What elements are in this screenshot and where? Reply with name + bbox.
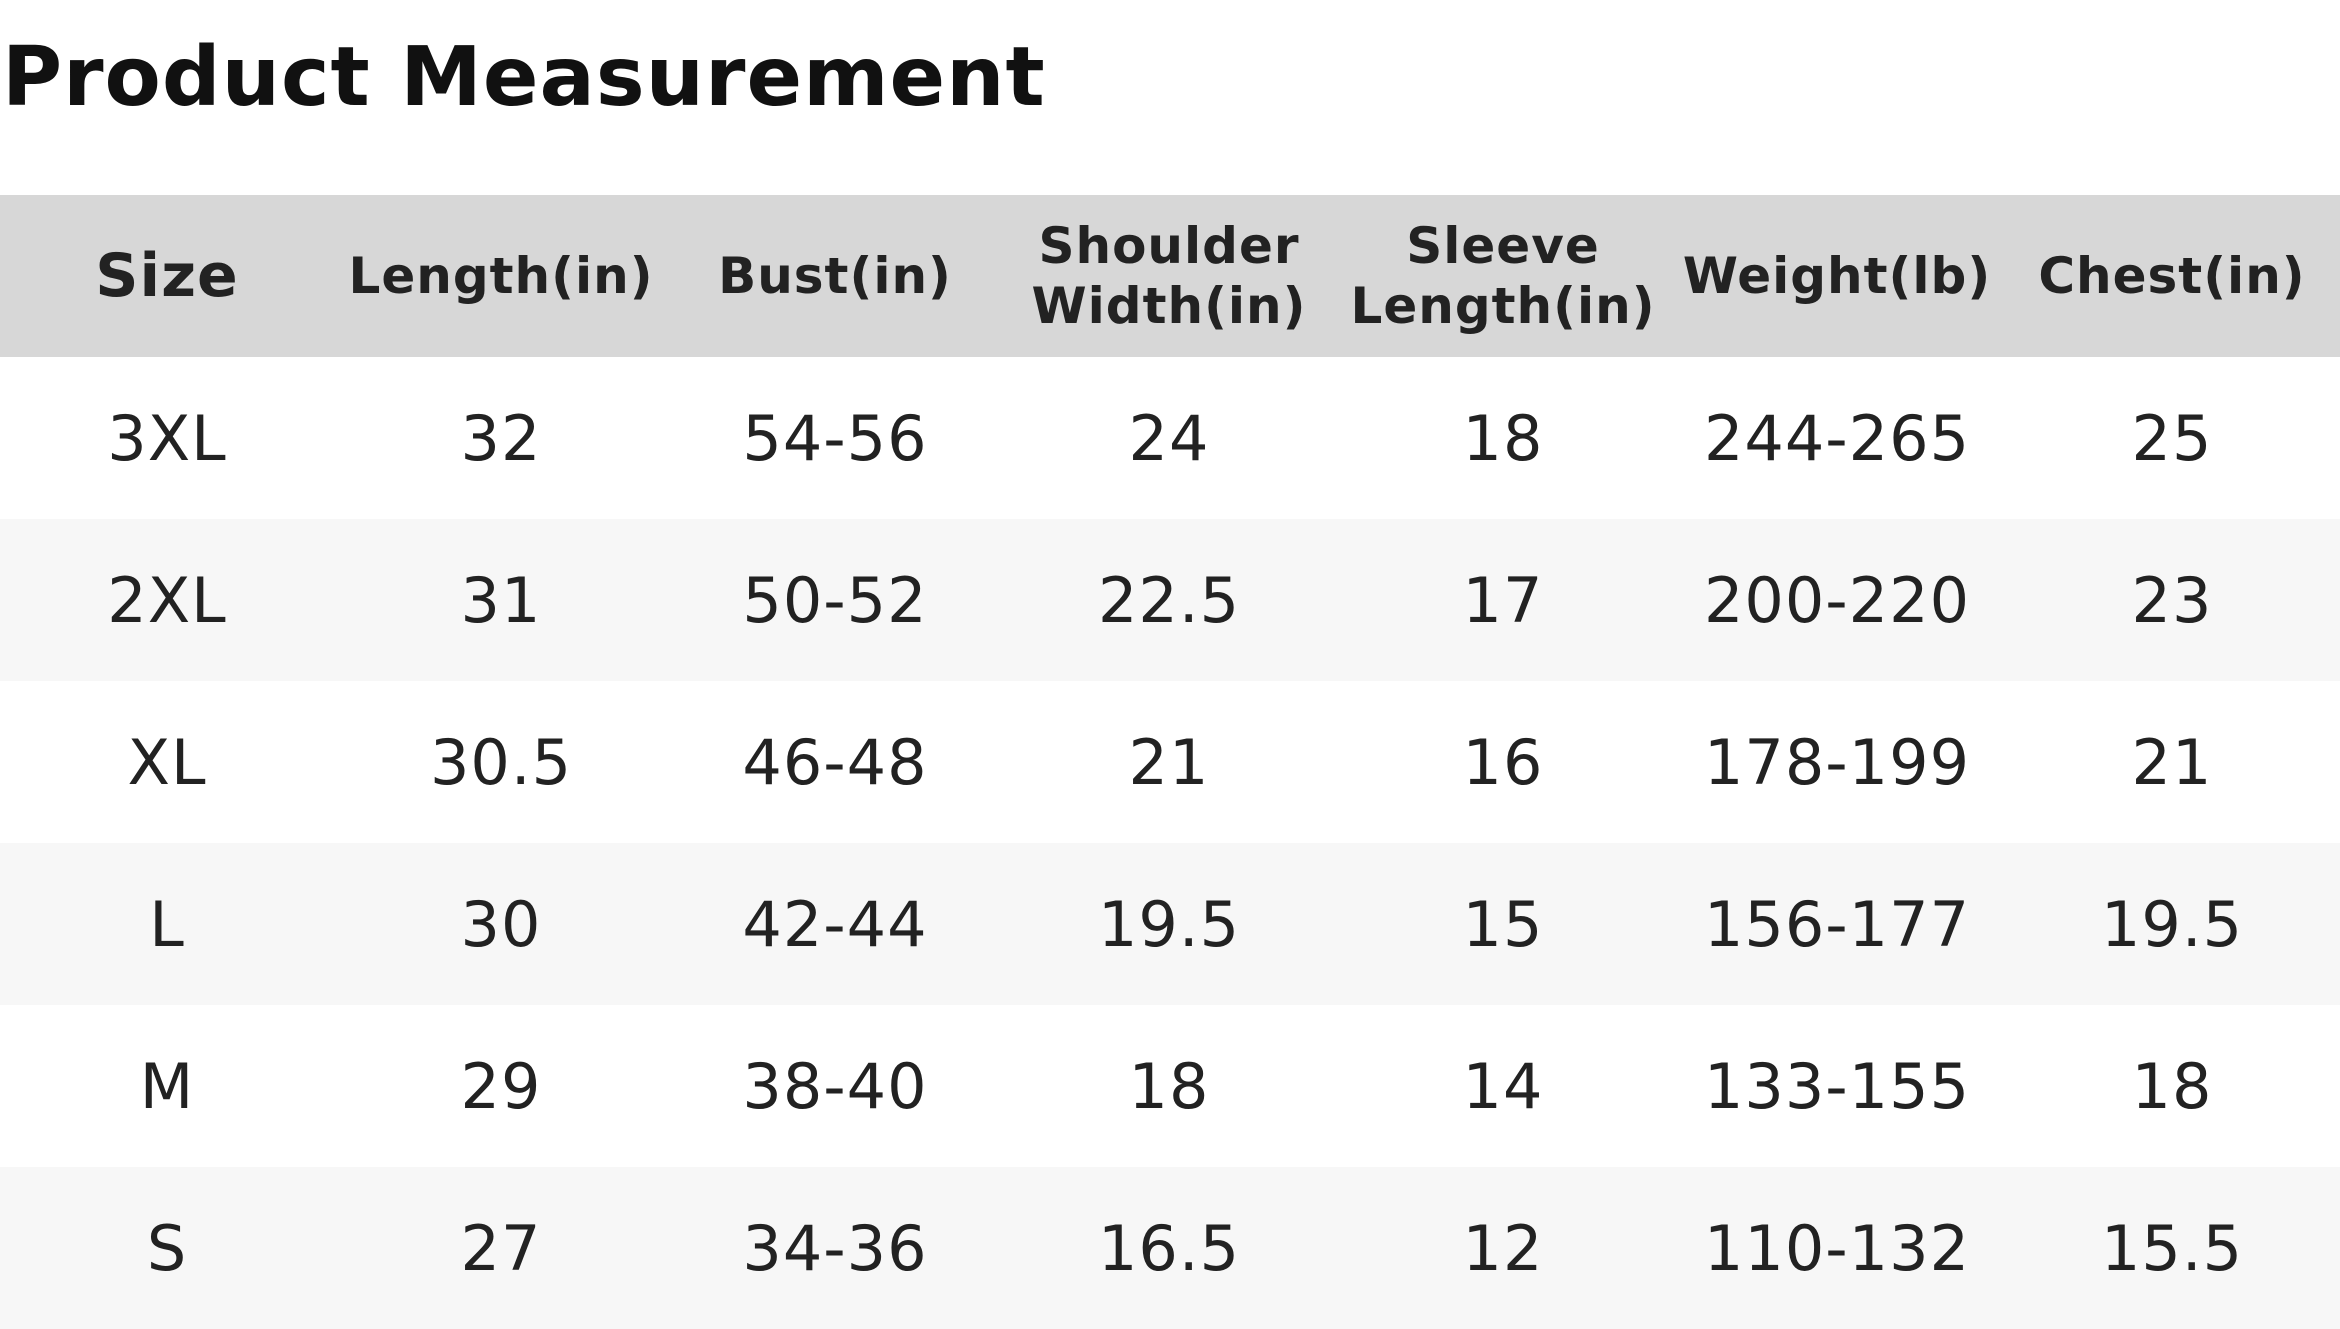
cell-chest: 15.5: [2100, 1211, 2244, 1285]
table-row: XL 30.5 46-48 21 16 178-199 21: [0, 681, 2340, 843]
cell-shoulder-width: 21: [1128, 725, 1210, 799]
cell-sleeve-length: 12: [1462, 1211, 1544, 1285]
cell-chest: 18: [2131, 1049, 2213, 1123]
cell-weight: 133-155: [1703, 1049, 1971, 1123]
cell-size: M: [139, 1049, 195, 1123]
table-row: M 29 38-40 18 14 133-155 18: [0, 1005, 2340, 1167]
cell-shoulder-width: 18: [1128, 1049, 1210, 1123]
cell-bust: 42-44: [742, 887, 928, 961]
cell-chest: 19.5: [2100, 887, 2244, 961]
cell-bust: 50-52: [742, 563, 928, 637]
cell-shoulder-width: 16.5: [1097, 1211, 1241, 1285]
cell-sleeve-length: 18: [1462, 401, 1544, 475]
page-title: Product Measurement: [2, 30, 1046, 125]
cell-bust: 54-56: [742, 401, 928, 475]
cell-weight: 156-177: [1703, 887, 1971, 961]
cell-length: 30: [460, 887, 542, 961]
cell-weight: 200-220: [1703, 563, 1971, 637]
size-chart-table: Size Length(in) Bust(in) Shoulder Width(i…: [0, 195, 2340, 1329]
cell-size: XL: [127, 725, 207, 799]
cell-bust: 46-48: [742, 725, 928, 799]
cell-sleeve-length: 17: [1462, 563, 1544, 637]
cell-weight: 244-265: [1703, 401, 1971, 475]
column-header-size: Size: [95, 241, 239, 311]
cell-length: 31: [460, 563, 542, 637]
table-row: L 30 42-44 19.5 15 156-177 19.5: [0, 843, 2340, 1005]
cell-chest: 23: [2131, 563, 2213, 637]
column-header-chest: Chest(in): [2038, 247, 2306, 305]
column-header-length: Length(in): [348, 247, 654, 305]
cell-size: 2XL: [107, 563, 227, 637]
cell-sleeve-length: 16: [1462, 725, 1544, 799]
cell-bust: 34-36: [742, 1211, 928, 1285]
column-header-bust: Bust(in): [718, 247, 952, 305]
table-row: S 27 34-36 16.5 12 110-132 15.5: [0, 1167, 2340, 1329]
cell-size: 3XL: [107, 401, 227, 475]
cell-sleeve-length: 15: [1462, 887, 1544, 961]
cell-weight: 110-132: [1703, 1211, 1971, 1285]
cell-size: L: [149, 887, 185, 961]
cell-sleeve-length: 14: [1462, 1049, 1544, 1123]
cell-shoulder-width: 24: [1128, 401, 1210, 475]
cell-shoulder-width: 22.5: [1097, 563, 1241, 637]
cell-shoulder-width: 19.5: [1097, 887, 1241, 961]
column-header-weight: Weight(lb): [1682, 247, 1992, 305]
cell-length: 29: [460, 1049, 542, 1123]
cell-chest: 25: [2131, 401, 2213, 475]
cell-length: 27: [460, 1211, 542, 1285]
cell-length: 30.5: [429, 725, 573, 799]
table-row: 3XL 32 54-56 24 18 244-265 25: [0, 357, 2340, 519]
cell-length: 32: [460, 401, 542, 475]
column-header-shoulder-width: Shoulder Width(in): [1031, 217, 1307, 335]
cell-chest: 21: [2131, 725, 2213, 799]
cell-weight: 178-199: [1703, 725, 1971, 799]
column-header-sleeve-length: Sleeve Length(in): [1350, 217, 1656, 335]
cell-size: S: [146, 1211, 188, 1285]
table-row: 2XL 31 50-52 22.5 17 200-220 23: [0, 519, 2340, 681]
cell-bust: 38-40: [742, 1049, 928, 1123]
table-header-row: Size Length(in) Bust(in) Shoulder Width(i…: [0, 195, 2340, 357]
